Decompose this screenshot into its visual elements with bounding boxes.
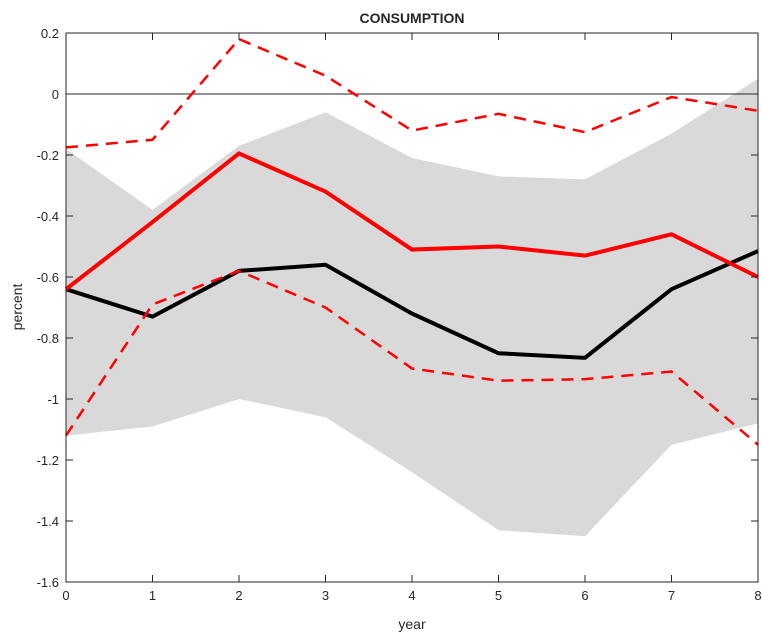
series-line-4 — [64, 269, 759, 446]
plot-area: 0 1 2 3 4 5 6 7 8 -1.6 -1.4 -1.2 -1 -0.8 -0.6 -0.4 -0.2 0… — [37, 26, 762, 603]
x-tick-label: 1 — [149, 588, 156, 603]
confidence-band — [66, 78, 758, 537]
x-axis-label: year — [398, 616, 426, 632]
y-tick-label: -1.2 — [37, 453, 59, 468]
y-tick-label: -0.8 — [37, 331, 59, 346]
x-tick-label: 6 — [581, 588, 588, 603]
series-line-3 — [65, 37, 759, 149]
y-tick-label: -0.6 — [37, 270, 59, 285]
series-line-1 — [65, 249, 759, 360]
x-tick-label: 3 — [322, 588, 329, 603]
x-tick-label: 0 — [62, 588, 69, 603]
chart-title: CONSUMPTION — [360, 10, 465, 26]
y-tick-label: 0 — [52, 87, 59, 102]
y-tick-label: -0.4 — [37, 209, 59, 224]
x-tick-label: 5 — [495, 588, 502, 603]
y-tick-label: -1.6 — [37, 575, 59, 590]
series-line-2 — [64, 151, 759, 291]
x-tick-label: 8 — [754, 588, 761, 603]
x-tick-label: 2 — [235, 588, 242, 603]
x-tick-label: 7 — [668, 588, 675, 603]
y-tick-label: 0.2 — [41, 26, 59, 41]
y-axis-label: percent — [9, 284, 25, 331]
y-tick-label: -1 — [47, 392, 59, 407]
y-tick-label: -0.2 — [37, 148, 59, 163]
y-tick-label: -1.4 — [37, 514, 59, 529]
x-tick-label: 4 — [408, 588, 415, 603]
